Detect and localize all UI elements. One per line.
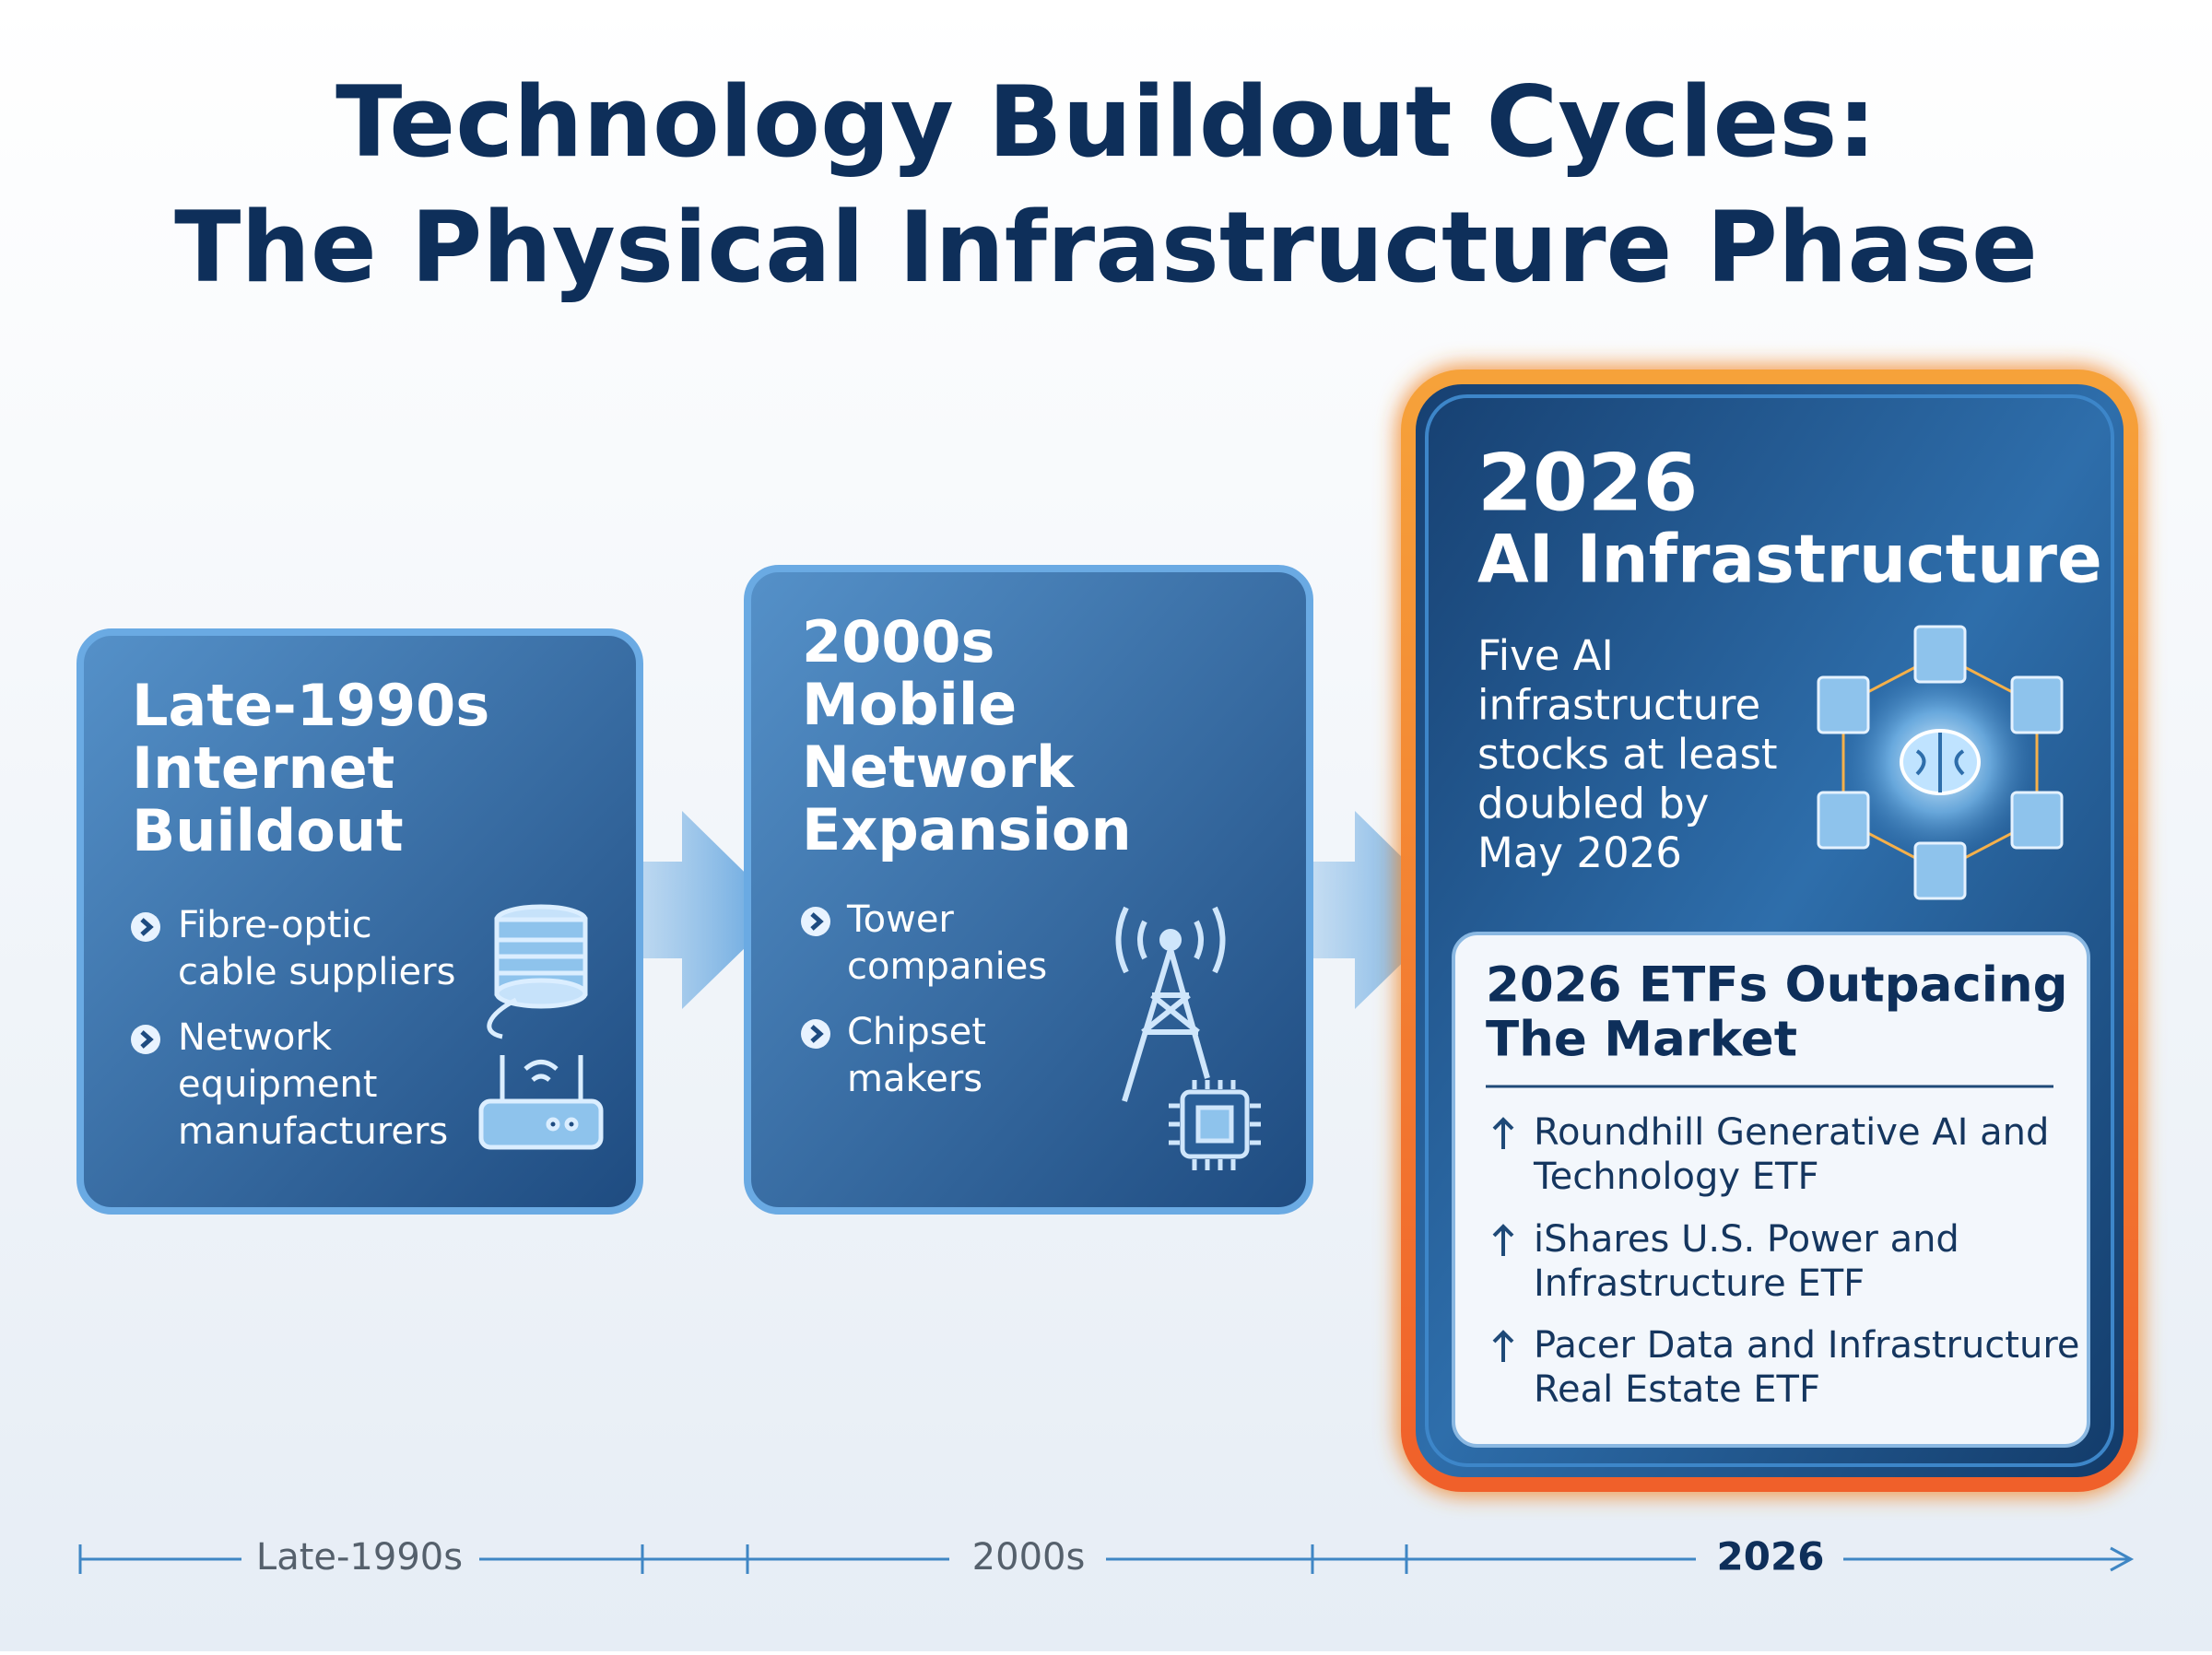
highlight-year: 2026 (1477, 437, 1698, 529)
card-item: manufacturers (178, 1110, 448, 1153)
up-arrow-icon (1492, 1330, 1514, 1362)
card-item: Network (178, 1016, 333, 1059)
etf-item: Roundhill Generative AI and (1534, 1111, 2049, 1154)
highlight-description: infrastructure (1477, 681, 1760, 730)
bullet (801, 1019, 830, 1049)
bullet (131, 1025, 160, 1054)
card-item: equipment (178, 1063, 377, 1106)
highlight-description: doubled by (1477, 780, 1709, 828)
highlight-description: May 2026 (1477, 828, 1682, 877)
etf-box-title: 2026 ETFs Outpacing (1486, 957, 2068, 1014)
router-icon (478, 1055, 604, 1150)
bullet-chevron (810, 912, 824, 931)
bullet (131, 912, 160, 942)
highlight-description: stocks at least (1477, 730, 1778, 779)
etf-item: Pacer Data and Infrastructure (1534, 1324, 2080, 1367)
title-line: The Physical Infrastructure Phase (174, 191, 2038, 304)
etf-box-title: The Market (1486, 1012, 1797, 1068)
etf-item: Technology ETF (1533, 1156, 1819, 1198)
bullet-chevron (140, 1030, 154, 1049)
highlight-inner-border (1425, 394, 2114, 1467)
card-heading: 2000s (802, 608, 994, 675)
etf-box (1452, 932, 2090, 1448)
card-item: Tower (846, 898, 954, 941)
ai-network-icon (1817, 625, 2064, 900)
card-item: companies (847, 945, 1047, 988)
card-heading: Network (802, 734, 1076, 801)
card-heading: Mobile (802, 671, 1017, 738)
cable-spool-icon (487, 904, 588, 1039)
etf-item: iShares U.S. Power and (1534, 1218, 1959, 1261)
tower-icon (1115, 906, 1226, 1102)
timeline-label: 2026 (1717, 1534, 1825, 1579)
timeline-label: Late-1990s (256, 1536, 463, 1579)
up-arrow-icon (1492, 1224, 1514, 1256)
card (744, 565, 1313, 1215)
card-heading: Internet (132, 734, 394, 802)
card (76, 628, 643, 1215)
flow-arrow (1290, 811, 1456, 1009)
card-heading: Late-1990s (132, 672, 489, 739)
bullet (801, 907, 830, 936)
highlight-description: Five AI (1477, 631, 1614, 680)
timeline-label: 2000s (972, 1536, 1086, 1579)
card-item: cable suppliers (178, 951, 455, 993)
chip-icon (1169, 1080, 1261, 1170)
card-item: Chipset (847, 1011, 986, 1053)
card-heading: Expansion (802, 796, 1132, 863)
card-item: Fibre-optic (178, 904, 372, 946)
flow-arrow (600, 811, 783, 1009)
highlight-heading: AI Infrastructure (1477, 521, 2102, 598)
card-item: makers (847, 1058, 982, 1100)
etf-item: Infrastructure ETF (1534, 1262, 1865, 1305)
timeline (78, 1544, 2135, 1574)
up-arrow-icon (1492, 1117, 1514, 1149)
title-line: Technology Buildout Cycles: (335, 65, 1877, 179)
bullet-chevron (140, 918, 154, 936)
bullet-chevron (810, 1025, 824, 1043)
card-heading: Buildout (132, 797, 404, 864)
etf-item: Real Estate ETF (1534, 1368, 1820, 1411)
